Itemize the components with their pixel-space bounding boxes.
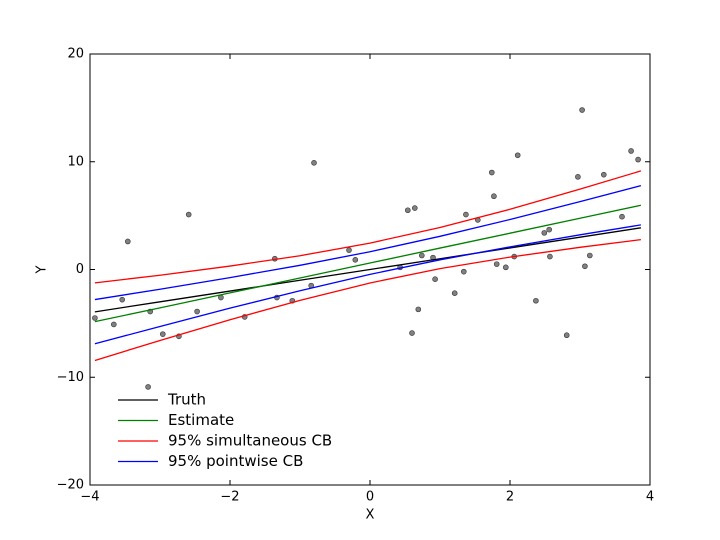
scatter-point <box>119 296 125 303</box>
scatter-point <box>547 253 553 260</box>
y-tick-label: −10 <box>57 370 84 385</box>
legend-label: Truth <box>167 391 206 409</box>
scatter-point <box>432 276 438 282</box>
scatter-point <box>409 330 415 336</box>
y-tick-label: 10 <box>67 154 84 169</box>
scatter-point <box>628 148 634 154</box>
x-tick-label: −4 <box>80 490 99 505</box>
scatter-point <box>600 171 607 178</box>
scatter-point <box>194 308 200 315</box>
scatter-point <box>160 331 166 337</box>
scatter-point <box>488 169 495 176</box>
scatter-point <box>491 193 497 200</box>
scatter-point <box>514 152 521 159</box>
scatter-point <box>563 332 570 339</box>
line <box>94 185 642 301</box>
scatter-point <box>582 263 588 270</box>
x-tick-label: 2 <box>506 490 514 505</box>
scatter-point <box>541 230 548 236</box>
y-axis-label: Y <box>35 265 50 274</box>
scatter-point <box>493 261 500 267</box>
scatter-point <box>579 107 585 113</box>
scatter-point <box>575 174 581 180</box>
band-lower-line <box>94 239 641 362</box>
band-lower-line <box>94 224 642 345</box>
scatter-point <box>145 384 151 390</box>
legend-label: 95% simultaneous CB <box>168 432 332 450</box>
scatter-point <box>502 264 509 271</box>
line <box>94 170 642 284</box>
y-tick-label: −20 <box>57 478 84 493</box>
plot-frame <box>89 53 651 486</box>
line <box>94 204 642 323</box>
scatter-point <box>619 213 625 220</box>
legend-label: 95% pointwise CB <box>168 452 303 470</box>
x-axis-label: X <box>366 508 375 523</box>
scatter-point <box>404 207 411 214</box>
scatter-point <box>451 290 458 297</box>
legend-label: Estimate <box>168 411 234 429</box>
y-tick-label: 20 <box>67 47 84 62</box>
scatter-point <box>586 252 593 259</box>
scatter-point <box>346 247 352 253</box>
scatter-point <box>311 160 317 166</box>
x-tick-label: 0 <box>366 490 374 505</box>
scatter-point <box>185 211 192 218</box>
scatter-point <box>411 205 418 211</box>
line <box>94 227 641 313</box>
scatter-point <box>111 321 117 328</box>
scatter-point <box>125 238 131 245</box>
scatter-point <box>415 306 422 313</box>
scatter-point <box>546 226 553 233</box>
x-tick-label: −2 <box>220 490 239 505</box>
scatter-point <box>352 257 359 263</box>
y-tick-label: 0 <box>76 262 84 277</box>
scatter-point <box>92 315 98 321</box>
scatter-point <box>635 156 641 163</box>
x-tick-label: 4 <box>646 490 654 505</box>
scatter-point <box>533 297 539 304</box>
scatter-point <box>463 211 469 218</box>
scatter-point <box>418 252 425 259</box>
scatter-point <box>460 268 467 275</box>
